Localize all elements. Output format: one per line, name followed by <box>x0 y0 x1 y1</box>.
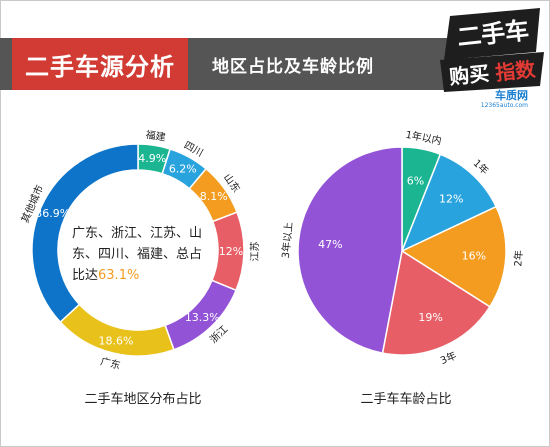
pie-caption: 二手车车龄占比 <box>360 392 452 407</box>
donut-value-label: 4.9% <box>138 152 166 165</box>
pie-category-label: 2年 <box>511 250 525 267</box>
pie-value-label: 47% <box>318 238 342 251</box>
pie-slice <box>297 146 403 355</box>
pie-value-label: 6% <box>407 174 424 187</box>
pie-value-label: 16% <box>462 250 486 263</box>
donut-slice <box>59 303 175 357</box>
logo-backdrop-lower <box>440 52 544 92</box>
page-subtitle: 地区占比及车龄比例 <box>212 56 374 77</box>
donut-value-label: 8.1% <box>200 190 228 203</box>
pie-value-label: 19% <box>418 311 442 324</box>
donut-slice <box>31 143 139 324</box>
logo-line2a: 购买 <box>448 61 490 89</box>
logo-brand: 车质网 <box>495 88 528 102</box>
logo-url: 12365auto.com <box>481 102 528 109</box>
donut-value-label: 36.9% <box>35 207 70 220</box>
donut-value-label: 6.2% <box>169 163 197 176</box>
pie-category-label: 1年以内 <box>405 128 443 148</box>
donut-center-text: 广东、浙江、江苏、山东、四川、福建、总占比达 <box>72 226 203 283</box>
donut-category-label: 福建 <box>145 128 167 144</box>
logo: 二手车 购买 指数 车质网 12365auto.com <box>440 8 544 109</box>
donut-caption: 二手车地区分布占比 <box>84 392 202 407</box>
pie-category-label: 3年以上 <box>279 221 295 258</box>
donut-category-label: 广东 <box>99 355 122 372</box>
pie-slice <box>400 153 498 253</box>
pie-category-label: 3年 <box>438 349 458 367</box>
page-title: 二手车源分析 <box>12 38 188 90</box>
donut-center-value: 63.1% <box>98 268 140 283</box>
pie-slice <box>400 205 507 308</box>
donut-center-note: 广东、浙江、江苏、山东、四川、福建、总占比达63.1% <box>72 223 212 286</box>
donut-value-label: 13.3% <box>185 311 220 324</box>
logo-backdrop <box>444 8 540 60</box>
pie-value-label: 12% <box>439 193 463 206</box>
donut-category-label: 江苏 <box>248 241 261 261</box>
donut-value-label: 18.6% <box>99 334 134 347</box>
logo-line2b: 指数 <box>494 57 537 85</box>
pie-category-label: 1年 <box>471 156 492 177</box>
donut-value-label: 12% <box>219 245 243 258</box>
pie-slice <box>381 249 491 356</box>
pie-chart: 6% 1年以内 12% 1年 16% 2年 19% 3年 47% 3年以上 <box>279 128 525 367</box>
